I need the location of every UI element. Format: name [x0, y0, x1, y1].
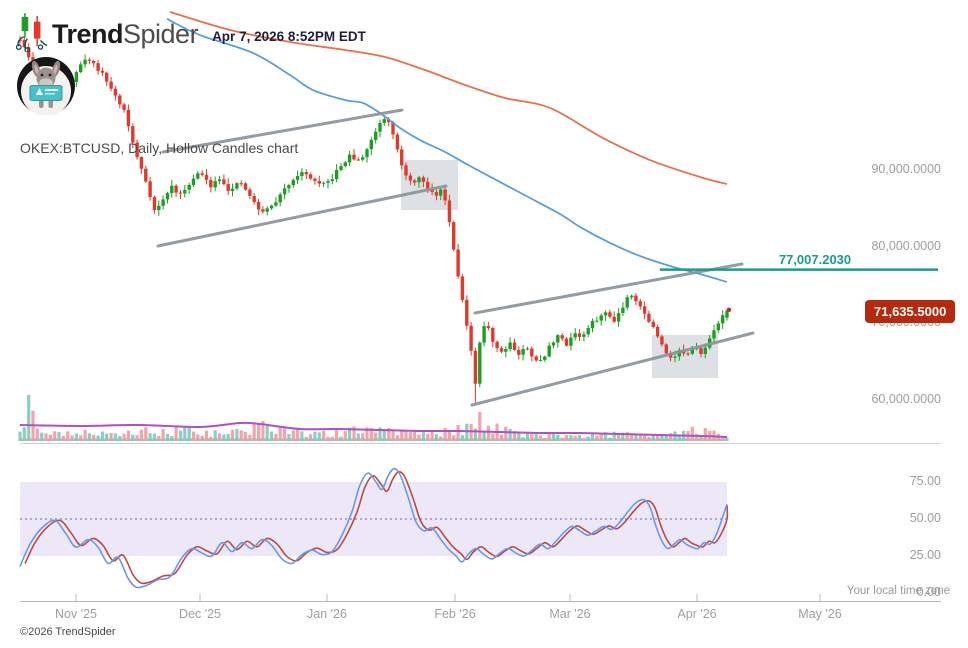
axes [20, 443, 941, 602]
logo-text-light: Spider [123, 19, 199, 49]
trendspider-wordmark: TrendSpider [52, 19, 199, 50]
rsi-line [19, 467, 728, 589]
trend-channels [156, 108, 755, 407]
chart-datetime: Apr 7, 2026 8:52PM EDT [212, 29, 366, 44]
app-header: TrendSpider Apr 7, 2026 8:52PM EDT [15, 12, 366, 57]
rsi-panel [19, 467, 729, 589]
last-price-badge: 71,635.5000 [865, 300, 956, 323]
local-timezone-label[interactable]: Your local time zone [846, 585, 950, 597]
chart-title: OKEX:BTCUSD, Daily, Hollow Candles chart [20, 140, 299, 156]
moving-averages [166, 11, 728, 283]
rsi-signal-line [24, 470, 729, 585]
logo-text-bold: Trend [52, 19, 124, 49]
rsi-band [20, 482, 727, 556]
last-price-marker [726, 307, 732, 312]
candlestick-series [18, 35, 732, 403]
trendspider-logo-icon [15, 12, 48, 57]
ma-fast-line [166, 18, 728, 283]
user-avatar[interactable] [17, 57, 75, 116]
volume-panel [18, 395, 729, 441]
ma-slow-line [169, 11, 728, 185]
copyright-text: ©2026 TrendSpider [20, 626, 116, 638]
price-level-label[interactable]: 77,007.2030 [778, 252, 852, 267]
volume-ma-line [19, 421, 728, 438]
